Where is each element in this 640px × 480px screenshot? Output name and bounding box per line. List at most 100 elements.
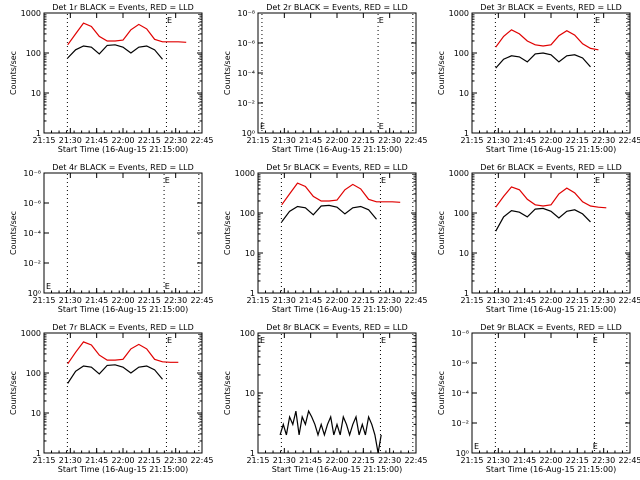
y-tick-label: 1000 (235, 169, 255, 178)
x-tick-label: 21:30 (487, 296, 510, 305)
x-tick-label: 21:45 (299, 136, 322, 145)
y-tick-label: 1 (250, 449, 255, 458)
x-axis-label: Start Time (16-Aug-15 21:15:00) (272, 145, 403, 154)
y-tick-label: 1 (36, 129, 41, 138)
x-tick-label: 22:15 (352, 296, 375, 305)
chart-title: Det 8r BLACK = Events, RED = LLD (266, 323, 408, 332)
x-tick-label: 21:45 (85, 136, 108, 145)
events-series-line (495, 207, 591, 232)
x-tick-label: 22:30 (164, 136, 187, 145)
x-tick-label: 21:30 (273, 296, 296, 305)
y-tick-label: 1000 (21, 329, 41, 338)
x-tick-label: 22:45 (190, 456, 213, 465)
lld-series-line (67, 22, 187, 46)
x-tick-label: 21:15 (32, 136, 55, 145)
e-marker-left: E (46, 282, 51, 291)
events-series-line (279, 409, 382, 454)
x-tick-label: 22:45 (190, 296, 213, 305)
y-tick-label: 100 (26, 49, 41, 58)
chart-title: Det 4r BLACK = Events, RED = LLD (52, 163, 194, 172)
y-tick-label: 10⁻⁶ (237, 39, 255, 48)
y-tick-label: 10⁻⁶ (23, 199, 41, 208)
e-marker: E (595, 16, 600, 25)
e-marker-bottom: E (593, 442, 598, 451)
chart-panel-8: Det 8r BLACK = Events, RED = LLD 21:15 21:… (223, 323, 428, 474)
x-axis-label: Start Time (16-Aug-15 21:15:00) (58, 145, 189, 154)
chart-title: Det 5r BLACK = Events, RED = LLD (266, 163, 408, 172)
x-tick-label: 22:00 (111, 136, 134, 145)
chart-title: Det 7r BLACK = Events, RED = LLD (52, 323, 194, 332)
x-tick-label: 21:15 (246, 456, 269, 465)
x-tick-label: 21:30 (487, 136, 510, 145)
y-tick-label: 10⁻⁴ (451, 389, 469, 398)
y-tick-label: 10⁻² (451, 419, 469, 428)
y-tick-label: 10⁻² (23, 259, 41, 268)
lld-series-line (495, 186, 607, 209)
y-tick-label: 10⁻⁴ (23, 229, 41, 238)
chart-title: Det 1r BLACK = Events, RED = LLD (52, 3, 194, 12)
x-tick-label: 22:00 (539, 296, 562, 305)
events-series-line (67, 44, 163, 60)
y-tick-label: 10⁻⁴ (237, 69, 255, 78)
chart-title: Det 3r BLACK = Events, RED = LLD (480, 3, 622, 12)
x-tick-label: 21:15 (460, 296, 483, 305)
chart-panel-9: Det 9r BLACK = Events, RED = LLD 21:15 21:… (437, 323, 640, 474)
x-tick-label: 22:30 (592, 296, 615, 305)
e-marker: E (165, 176, 170, 185)
y-tick-label: 1000 (449, 9, 469, 18)
x-tick-label: 21:45 (85, 456, 108, 465)
lld-series-line (495, 29, 599, 51)
y-axis-label: Counts/sec (437, 51, 446, 95)
x-tick-label: 22:30 (164, 296, 187, 305)
chart-panel-7: Det 7r BLACK = Events, RED = LLD 21:15 21:… (9, 323, 214, 474)
e-marker-bottom: E (379, 122, 384, 131)
x-tick-label: 21:30 (273, 456, 296, 465)
chart-title: Det 2r BLACK = Events, RED = LLD (266, 3, 408, 12)
x-tick-label: 21:45 (85, 296, 108, 305)
y-tick-label: 10⁻⁸ (23, 169, 41, 178)
e-marker: E (381, 176, 386, 185)
x-tick-label: 22:30 (378, 296, 401, 305)
e-marker: E (593, 336, 598, 345)
e-marker: E (167, 16, 172, 25)
y-tick-label: 1 (464, 289, 469, 298)
x-tick-label: 22:15 (566, 136, 589, 145)
y-axis-label: Counts/sec (223, 51, 232, 95)
e-marker: E (379, 16, 384, 25)
events-series-line (495, 52, 591, 69)
lld-series-line (281, 182, 401, 206)
x-tick-label: 22:30 (592, 136, 615, 145)
x-tick-label: 22:15 (352, 456, 375, 465)
chart-title: Det 6r BLACK = Events, RED = LLD (480, 163, 622, 172)
y-tick-label: 10 (31, 409, 41, 418)
y-tick-label: 100 (26, 369, 41, 378)
y-tick-label: 10⁰ (242, 129, 255, 138)
y-tick-label: 100 (240, 329, 255, 338)
y-tick-label: 10 (459, 249, 469, 258)
x-tick-label: 22:45 (404, 456, 427, 465)
y-tick-label: 10 (31, 89, 41, 98)
e-marker: E (595, 176, 600, 185)
x-tick-label: 22:45 (404, 296, 427, 305)
e-marker-left: E (260, 122, 265, 131)
y-tick-label: 1 (36, 449, 41, 458)
y-tick-label: 10⁻² (237, 99, 255, 108)
x-tick-label: 22:30 (378, 456, 401, 465)
x-axis-label: Start Time (16-Aug-15 21:15:00) (486, 305, 617, 314)
chart-panel-4: Det 4r BLACK = Events, RED = LLD 21:15 21:… (9, 163, 214, 314)
x-tick-label: 21:15 (32, 296, 55, 305)
y-tick-label: 10⁰ (456, 449, 469, 458)
y-tick-label: 10 (245, 389, 255, 398)
x-tick-label: 21:15 (460, 456, 483, 465)
y-tick-label: 10⁻⁸ (237, 9, 255, 18)
y-tick-label: 10⁰ (28, 289, 41, 298)
x-tick-label: 22:15 (138, 136, 161, 145)
x-tick-label: 22:00 (111, 296, 134, 305)
y-axis-label: Counts/sec (9, 51, 18, 95)
x-tick-label: 22:00 (325, 296, 348, 305)
x-tick-label: 21:15 (246, 136, 269, 145)
x-tick-label: 21:30 (273, 136, 296, 145)
x-tick-label: 22:00 (539, 136, 562, 145)
x-tick-label: 21:15 (460, 136, 483, 145)
x-tick-label: 22:45 (190, 136, 213, 145)
